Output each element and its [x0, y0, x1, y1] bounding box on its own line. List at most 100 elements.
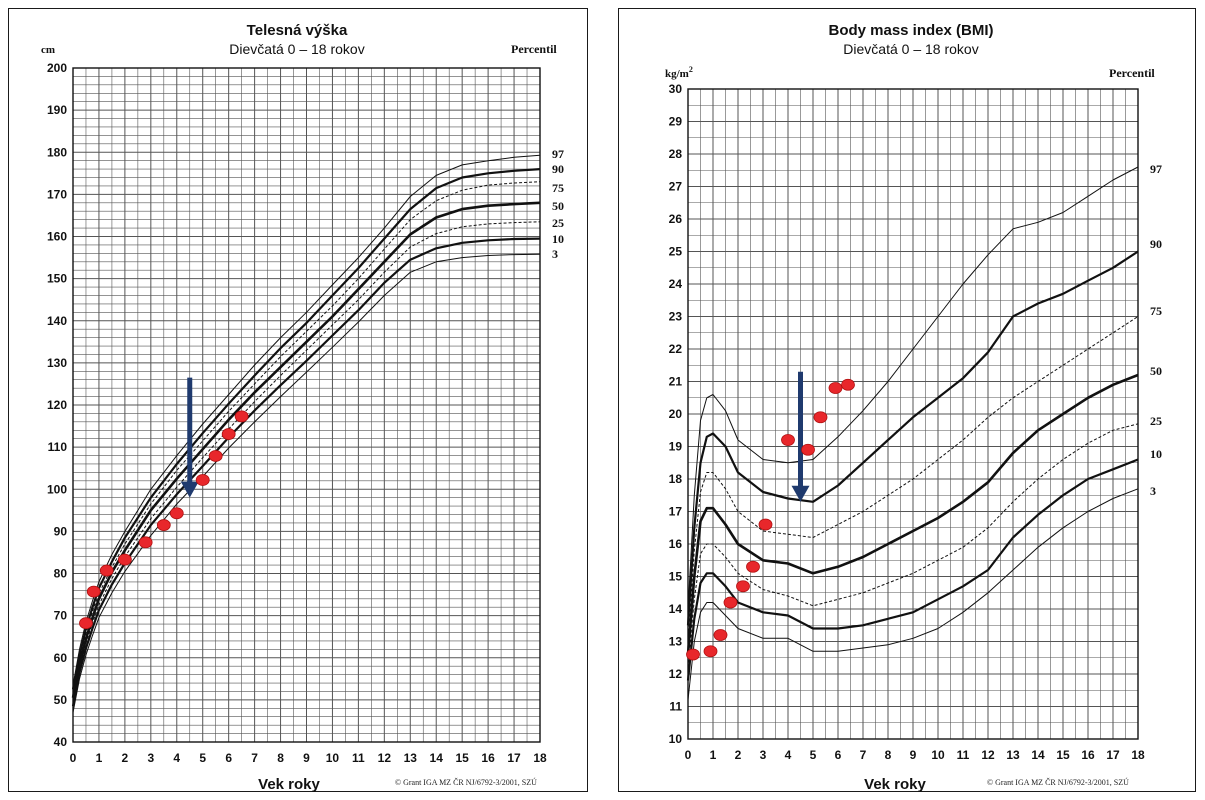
percentile-label-3: 3: [552, 247, 558, 261]
y-tick-label: 190: [47, 103, 67, 117]
x-tick-label: 11: [957, 748, 970, 762]
y-tick-label: 21: [669, 375, 683, 389]
percentile-curve-10: [686, 458, 1139, 681]
percentil-heading: Percentil: [511, 42, 557, 56]
y-tick-label: 15: [669, 570, 683, 584]
x-tick-label: 13: [404, 751, 418, 765]
plot-area: [71, 67, 541, 743]
x-tick-label: 0: [70, 751, 77, 765]
measurement-point: [86, 585, 101, 598]
measurement-point: [208, 450, 223, 462]
x-tick-label: 8: [277, 751, 284, 765]
measurement-point: [841, 378, 855, 391]
percentile-curve-3: [72, 253, 541, 713]
percentile-curve-50: [686, 373, 1139, 655]
x-tick-label: 15: [1056, 748, 1070, 762]
x-tick-label: 15: [455, 751, 469, 765]
y-tick-label: 30: [669, 82, 683, 96]
x-tick-label: 9: [910, 748, 917, 762]
arrow-head: [791, 485, 810, 502]
measurement-point: [713, 629, 728, 641]
percentile-curve-50: [71, 201, 541, 699]
y-tick-label: 80: [54, 567, 68, 581]
y-tick-label: 29: [669, 115, 683, 129]
percentile-curves: [686, 166, 1139, 701]
y-axis-unit-text: kg/m: [665, 68, 689, 80]
x-tick-label: 6: [835, 748, 842, 762]
plot-frame: [72, 67, 541, 743]
x-tick-label: 12: [981, 748, 995, 762]
bmi-chart-panel: Body mass index (BMI) Dievčatá 0 – 18 ro…: [618, 8, 1196, 793]
measurement-point: [221, 428, 236, 440]
x-tick-label: 1: [96, 751, 103, 765]
plot-area: [686, 88, 1139, 740]
y-tick-label: 10: [669, 732, 683, 746]
measurement-point: [686, 648, 700, 661]
x-tick-label: 7: [251, 751, 258, 765]
y-tick-label: 18: [669, 472, 683, 486]
y-tick-label: 110: [48, 440, 68, 454]
x-tick-label: 2: [735, 748, 742, 762]
y-tick-label: 27: [669, 180, 683, 194]
x-tick-label: 16: [1081, 748, 1095, 762]
percentile-label-50: 50: [1150, 364, 1162, 378]
percentile-label-10: 10: [552, 232, 564, 246]
y-tick-label: 50: [54, 693, 68, 707]
x-tick-label: 8: [885, 748, 892, 762]
y-tick-label: 19: [669, 440, 683, 454]
y-tick-label: 24: [669, 277, 683, 291]
measurement-point: [79, 617, 93, 630]
plot-frame: [687, 88, 1139, 740]
x-tick-label: 11: [352, 751, 365, 765]
y-tick-label: 60: [54, 651, 68, 665]
y-tick-label: 120: [47, 398, 67, 412]
percentile-curve-25: [687, 423, 1139, 668]
y-tick-label: 16: [669, 537, 683, 551]
y-axis-unit-superscript: 2: [689, 65, 693, 74]
measurement-point: [234, 410, 249, 423]
x-tick-label: 6: [225, 751, 232, 765]
y-axis-unit: kg/m2: [665, 65, 693, 80]
x-tick-label: 12: [378, 751, 392, 765]
chart-title: Telesná výška: [247, 22, 348, 39]
x-tick-label: 14: [1031, 748, 1045, 762]
y-tick-label: 90: [54, 524, 68, 538]
x-axis-label: Vek roky: [258, 776, 320, 793]
x-tick-label: 13: [1006, 748, 1020, 762]
y-tick-label: 130: [47, 356, 67, 370]
measurement-point: [813, 411, 828, 424]
x-tick-label: 18: [1131, 748, 1145, 762]
percentile-curve-90: [686, 250, 1139, 626]
chart-title: Body mass index (BMI): [828, 22, 993, 39]
percentile-label-25: 25: [552, 216, 564, 230]
measurement-point: [156, 519, 171, 531]
measurement-point: [781, 434, 795, 446]
measurement-point: [828, 382, 843, 394]
x-tick-label: 2: [122, 751, 129, 765]
percentile-label-97: 97: [1150, 162, 1162, 176]
downward-arrow: [791, 371, 810, 502]
measurement-point: [703, 645, 718, 658]
measurement-point: [758, 518, 773, 531]
x-tick-label: 10: [326, 751, 340, 765]
height-chart-panel: Telesná výška Dievčatá 0 – 18 rokov cm P…: [8, 8, 588, 793]
percentile-curve-97: [687, 166, 1139, 610]
y-tick-label: 150: [47, 272, 67, 286]
x-tick-label: 3: [147, 751, 154, 765]
measurement-points: [686, 378, 855, 661]
x-tick-label: 17: [507, 751, 521, 765]
x-axis-label: Vek roky: [864, 776, 926, 793]
x-tick-label: 14: [430, 751, 444, 765]
y-tick-label: 100: [47, 482, 67, 496]
bmi-chart: Body mass index (BMI) Dievčatá 0 – 18 ro…: [665, 22, 1162, 793]
y-tick-label: 13: [669, 635, 683, 649]
x-tick-label: 1: [710, 748, 717, 762]
y-tick-label: 20: [669, 407, 683, 421]
y-tick-label: 14: [669, 602, 683, 616]
y-axis-unit: cm: [41, 44, 55, 56]
grid: [72, 67, 541, 743]
measurement-points: [79, 410, 249, 630]
arrow-head: [180, 481, 199, 498]
source-note: © Grant IGA MZ ČR NJ/6792-3/2001, SZÚ: [987, 777, 1129, 787]
measurement-point: [723, 596, 738, 609]
